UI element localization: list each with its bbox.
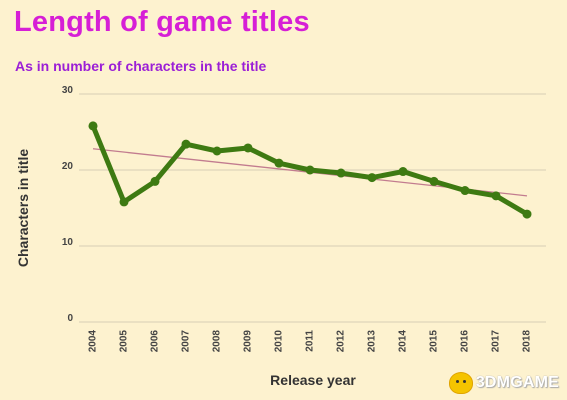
x-tick-label: 2005 — [119, 330, 130, 353]
data-point — [522, 209, 532, 219]
data-point — [88, 121, 98, 131]
x-tick-label: 2014 — [398, 330, 409, 353]
x-tick-label: 2017 — [491, 330, 502, 353]
x-tick-label: 2013 — [367, 330, 378, 353]
y-tick-label: 20 — [62, 161, 74, 172]
data-point — [150, 176, 160, 186]
data-point — [460, 186, 470, 196]
y-tick-label: 10 — [62, 237, 74, 248]
x-tick-label: 2011 — [305, 330, 316, 352]
data-point — [243, 143, 253, 153]
watermark-text: 3DMGAME — [475, 374, 559, 391]
x-tick-label: 2009 — [243, 330, 254, 353]
x-tick-label: 2006 — [150, 330, 161, 353]
data-point — [212, 146, 222, 156]
data-point — [491, 191, 501, 201]
x-tick-label: 2015 — [429, 330, 440, 353]
mascot-logo-icon — [448, 372, 473, 394]
x-tick-label: 2018 — [522, 330, 533, 353]
x-tick-label: 2016 — [460, 330, 471, 353]
x-tick-label: 2010 — [274, 330, 285, 353]
x-axis-title: Release year — [270, 372, 356, 388]
watermark: 3DMGAME — [448, 372, 559, 394]
x-tick-label: 2004 — [88, 330, 99, 353]
y-tick-label: 0 — [67, 313, 73, 324]
data-point — [429, 176, 439, 186]
chart-title: Length of game titles — [14, 6, 310, 38]
y-tick-label: 30 — [62, 85, 74, 96]
data-point — [336, 168, 346, 178]
data-point — [274, 158, 284, 168]
x-tick-label: 2008 — [212, 330, 223, 353]
data-point — [119, 197, 129, 207]
data-point — [181, 139, 191, 149]
data-point — [398, 167, 408, 177]
data-point — [305, 165, 315, 175]
x-tick-label: 2007 — [181, 330, 192, 353]
chart-subtitle: As in number of characters in the title — [15, 58, 267, 74]
y-axis-title: Characters in title — [15, 149, 31, 267]
data-point — [367, 173, 377, 183]
x-tick-label: 2012 — [336, 330, 347, 353]
